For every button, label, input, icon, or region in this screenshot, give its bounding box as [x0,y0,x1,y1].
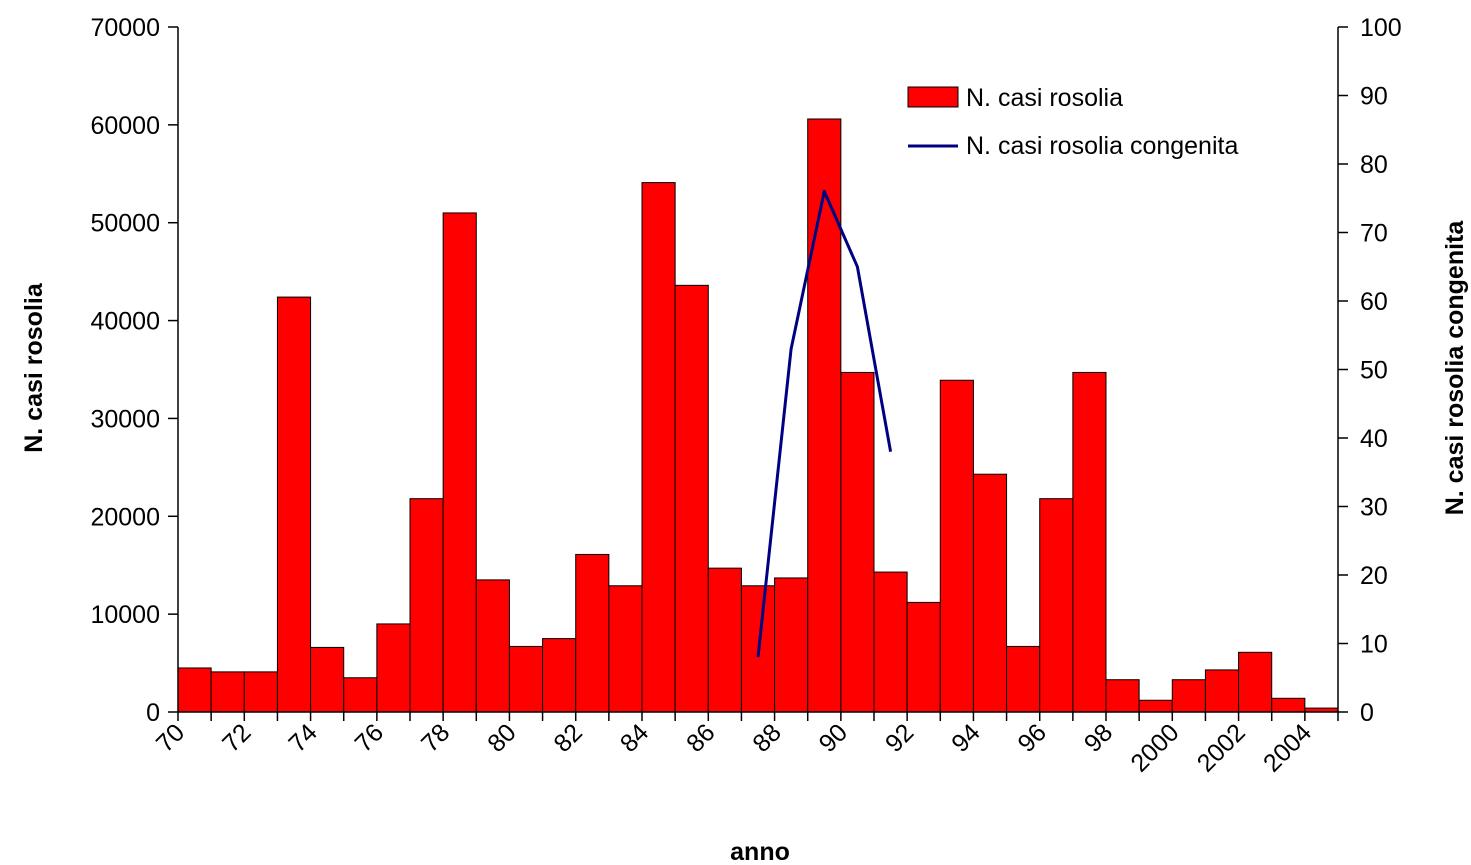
y-axis-title-right: N. casi rosolia congenita [1441,220,1469,516]
bar-98 [1105,679,1140,713]
bar-2003 [1271,697,1306,713]
x-tick-label: 82 [548,718,587,757]
x-tick-label: 90 [814,718,853,757]
bar-99 [1138,699,1173,713]
x-tick-label: 92 [880,718,919,757]
bar-72 [243,671,278,713]
x-tick-label: 84 [615,718,655,758]
axes [168,26,1348,721]
line-series-congenita [756,189,893,658]
y-tick-label: 20000 [90,503,160,531]
y-tick-label: 70000 [90,14,160,42]
y-tick-label: 0 [146,699,160,727]
bar-90 [840,371,875,713]
bar-88 [774,577,809,713]
bar-80 [508,645,544,713]
bar-84 [641,182,676,713]
legend-label-congenita: N. casi rosolia congenita [966,132,1238,160]
bar-2002 [1238,651,1273,713]
bar-91 [873,571,908,713]
y2-tick-label: 50 [1360,357,1388,385]
y2-tick-label: 20 [1360,562,1388,590]
y2-tick-label: 0 [1360,699,1374,727]
y-tick-label: 50000 [90,210,160,238]
legend: N. casi rosolia N. casi rosolia congenit… [907,84,1238,160]
bar-94 [972,473,1008,713]
x-tick-label: 96 [1012,718,1051,757]
x-tick-label: 74 [283,718,323,758]
y-axis-title-left: N. casi rosolia [20,282,48,453]
y-tick-label: 40000 [90,308,160,336]
bar-2000 [1171,679,1206,713]
bar-93 [939,379,974,713]
x-tick-label: 72 [217,718,256,757]
x-tick-label: 98 [1079,718,1118,757]
legend-label-rosolia: N. casi rosolia [966,84,1123,112]
x-tick-label: 2002 [1192,718,1251,777]
bar-83 [608,585,643,713]
y2-tick-label: 80 [1360,151,1388,179]
bar-85 [674,284,709,713]
bar-77 [409,498,444,713]
x-tick-label: 76 [350,718,389,757]
bar-82 [575,553,610,713]
bar-series-rosolia [177,118,1339,713]
bar-73 [276,296,312,713]
x-tick-label: 78 [416,718,455,757]
bar-95 [1006,645,1041,713]
y-tick-label: 60000 [90,112,160,140]
bar-75 [343,677,378,713]
bar-86 [707,567,742,713]
y2-tick-label: 90 [1360,83,1388,111]
x-axis-title: anno [730,838,790,865]
bar-96 [1039,498,1074,713]
bar-78 [442,212,477,713]
x-tick-label: 86 [681,718,720,757]
bar-74 [310,646,345,713]
bar-79 [475,579,510,713]
y2-tick-label: 70 [1360,220,1388,248]
x-tick-label: 80 [482,718,521,757]
bar-70 [177,667,212,713]
bar-92 [906,601,941,713]
y-tick-label: 10000 [90,601,160,629]
y2-tick-label: 40 [1360,425,1388,453]
x-tick-label: 2004 [1258,718,1317,777]
line-congenita [756,189,893,658]
y2-tick-label: 30 [1360,494,1388,522]
x-tick-label: 2000 [1125,718,1184,777]
bar-76 [376,623,411,713]
y2-tick-label: 60 [1360,288,1388,316]
bar-97 [1072,371,1107,713]
bar-89 [807,118,842,713]
y-tick-label: 30000 [90,405,160,433]
x-tick-label: 88 [747,718,786,757]
bar-71 [210,671,245,713]
x-tick-label: 94 [946,718,986,758]
y2-tick-label: 10 [1360,631,1388,659]
legend-swatch-rosolia [907,86,959,108]
bar-81 [542,638,577,713]
y2-tick-label: 100 [1360,14,1402,42]
bar-2001 [1204,669,1240,713]
